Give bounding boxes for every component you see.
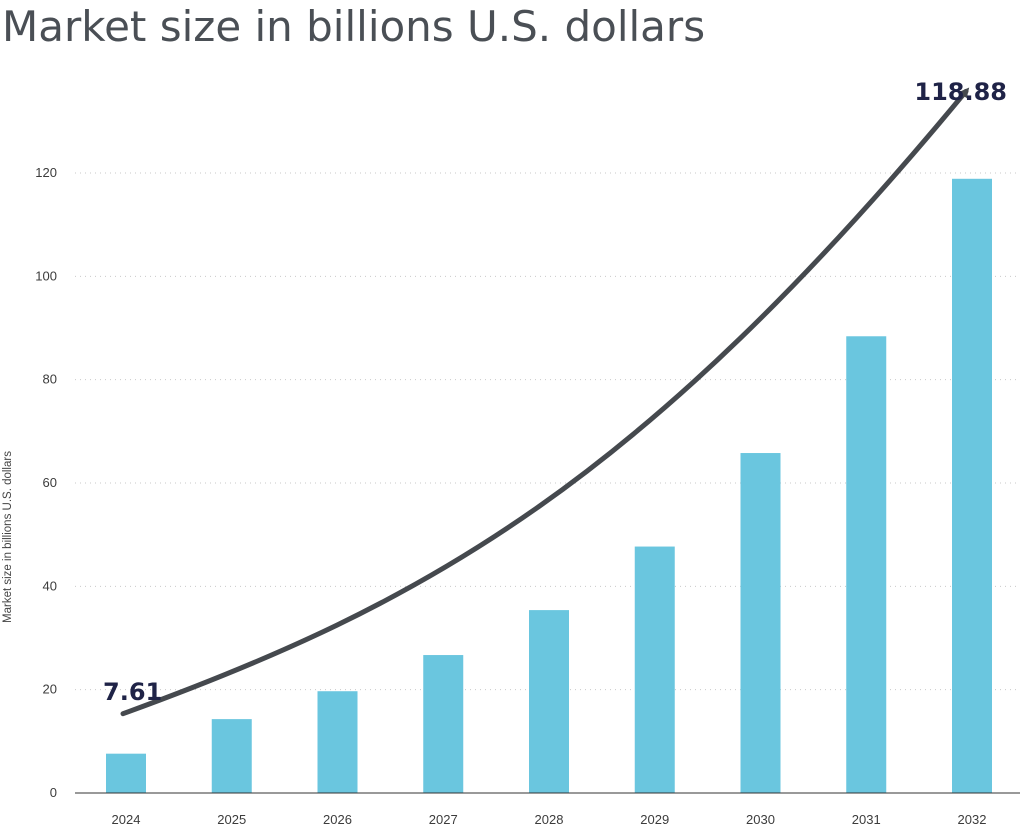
x-tick-label: 2032 bbox=[958, 812, 987, 827]
y-tick-label: 20 bbox=[43, 682, 57, 697]
bar-2031 bbox=[846, 336, 887, 793]
x-axis-ticks: 2024 2025 2026 2027 2028 2029 2030 2031 2032 bbox=[112, 812, 987, 827]
bar-2029 bbox=[634, 546, 675, 793]
x-tick-label: 2028 bbox=[535, 812, 564, 827]
callouts: 7.61 118.88 bbox=[103, 78, 1007, 706]
y-tick-label: 80 bbox=[43, 372, 57, 387]
bar-2028 bbox=[529, 610, 569, 793]
bar-2032 bbox=[952, 178, 992, 793]
x-tick-label: 2029 bbox=[640, 812, 669, 827]
y-tick-label: 40 bbox=[43, 578, 57, 593]
bar-2026 bbox=[317, 691, 358, 793]
bars bbox=[106, 178, 992, 793]
y-tick-label: 120 bbox=[35, 165, 57, 180]
bar-2030 bbox=[740, 453, 781, 793]
y-axis-ticks: 0 20 40 60 80 100 120 bbox=[35, 165, 57, 800]
chart-title: Market size in billions U.S. dollars bbox=[2, 2, 706, 51]
trend-arrow bbox=[120, 87, 970, 717]
bar-2025 bbox=[211, 719, 252, 793]
x-tick-label: 2025 bbox=[217, 812, 246, 827]
x-tick-label: 2027 bbox=[429, 812, 458, 827]
y-tick-label: 0 bbox=[50, 785, 57, 800]
callout-end-value: 118.88 bbox=[914, 78, 1007, 106]
y-tick-label: 60 bbox=[43, 475, 57, 490]
x-tick-label: 2026 bbox=[323, 812, 352, 827]
y-tick-label: 100 bbox=[35, 268, 57, 283]
growth-arrow bbox=[120, 87, 970, 717]
x-tick-label: 2024 bbox=[112, 812, 141, 827]
x-tick-label: 2031 bbox=[852, 812, 881, 827]
x-tick-label: 2030 bbox=[746, 812, 775, 827]
bar-2024 bbox=[106, 753, 146, 793]
callout-start-value: 7.61 bbox=[103, 678, 162, 706]
bar-2027 bbox=[423, 655, 464, 793]
